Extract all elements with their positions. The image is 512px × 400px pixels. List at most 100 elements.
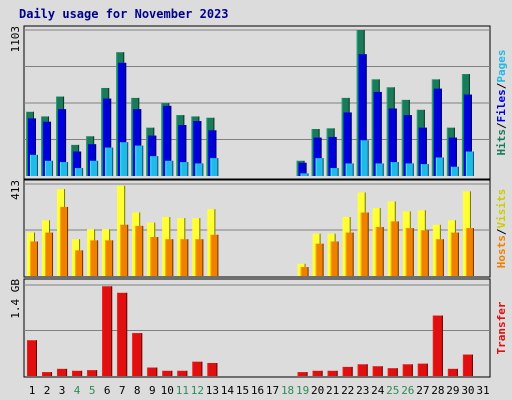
bar-hosts-23: [360, 212, 369, 276]
bar-transfer-8: [132, 333, 143, 376]
bar-transfer-3: [57, 368, 68, 376]
day-label: 10: [161, 384, 174, 397]
bar-hosts-22: [345, 232, 354, 276]
bar-pages-4: [75, 168, 84, 176]
bar-files-10: [163, 105, 172, 176]
bar-transfer-12: [192, 361, 203, 376]
day-label: 9: [149, 384, 156, 397]
day-label: 4: [74, 384, 81, 397]
bar-pages-13: [210, 158, 219, 176]
bar-hosts-27: [420, 230, 429, 276]
day-label: 19: [296, 384, 309, 397]
day-label: 15: [236, 384, 249, 397]
bar-pages-25: [390, 162, 399, 176]
bar-transfer-25: [387, 368, 398, 376]
bar-transfer-22: [342, 366, 353, 376]
bar-hosts-4: [75, 250, 84, 276]
bar-files-27: [418, 127, 427, 176]
day-label: 24: [371, 384, 385, 397]
day-label: 31: [476, 384, 489, 397]
day-label: 30: [461, 384, 474, 397]
bar-hosts-6: [105, 240, 114, 276]
label-part: Hits: [495, 129, 508, 156]
bar-files-3: [58, 109, 67, 176]
bar-hosts-30: [465, 228, 474, 276]
day-label: 7: [119, 384, 126, 397]
day-label: 25: [386, 384, 399, 397]
day-label: 13: [206, 384, 219, 397]
bar-hosts-13: [210, 234, 219, 276]
bar-hosts-25: [390, 221, 399, 276]
bar-pages-9: [150, 156, 159, 176]
label-part: Files: [495, 89, 508, 122]
bar-files-1: [28, 118, 36, 176]
y-max-label: 1103: [9, 26, 22, 53]
bar-files-6: [103, 98, 112, 176]
panel-transfer: [23, 278, 491, 378]
panel-label-hits-files-pages: Hits/Files/Pages: [495, 50, 508, 156]
bar-pages-6: [105, 147, 114, 176]
bar-pages-8: [135, 145, 144, 176]
bar-transfer-30: [462, 354, 473, 376]
bar-transfer-6: [102, 286, 113, 376]
bar-files-29: [448, 137, 457, 176]
bar-transfer-1: [27, 340, 37, 376]
bar-hosts-2: [45, 232, 54, 276]
label-part: /: [495, 82, 508, 89]
bar-hosts-1: [30, 241, 38, 276]
day-label: 17: [266, 384, 279, 397]
bar-files-2: [43, 121, 52, 176]
bar-pages-5: [90, 160, 99, 176]
bar-pages-12: [195, 163, 204, 176]
label-part: /: [495, 122, 508, 129]
bar-hosts-8: [135, 225, 144, 276]
bar-files-7: [118, 62, 127, 176]
bar-hosts-24: [375, 226, 384, 276]
bar-pages-23: [360, 140, 369, 176]
bar-pages-24: [375, 163, 384, 176]
bar-transfer-23: [357, 364, 368, 376]
bar-pages-28: [435, 157, 444, 176]
bar-files-12: [193, 121, 202, 176]
day-label: 3: [59, 384, 66, 397]
bar-pages-30: [465, 151, 474, 176]
day-label: 18: [281, 384, 294, 397]
bar-pages-20: [315, 158, 324, 176]
bar-files-25: [388, 108, 397, 176]
bar-pages-26: [405, 163, 414, 176]
bar-transfer-19: [297, 372, 308, 376]
bar-pages-2: [45, 160, 54, 176]
bar-hosts-28: [435, 239, 444, 276]
bar-hosts-9: [150, 237, 159, 276]
bar-files-28: [433, 88, 442, 176]
panel-label-visits-hosts: Hosts/Visits: [495, 189, 508, 269]
bar-hosts-11: [180, 239, 189, 276]
bar-files-4: [73, 151, 82, 176]
day-label: 16: [251, 384, 264, 397]
bar-hosts-7: [120, 224, 129, 276]
day-label: 12: [191, 384, 204, 397]
panel-label-transfer: Transfer: [495, 301, 508, 354]
day-label: 14: [221, 384, 235, 397]
bar-transfer-20: [312, 370, 323, 376]
label-part: Pages: [495, 50, 508, 83]
label-part: Hosts: [495, 235, 508, 268]
label-part: Visits: [495, 189, 508, 229]
label-part: /: [495, 228, 508, 235]
bar-files-21: [328, 136, 337, 176]
bar-hosts-20: [315, 243, 324, 276]
day-label: 28: [431, 384, 444, 397]
bar-files-20: [313, 137, 322, 176]
bar-transfer-7: [117, 292, 128, 376]
bar-pages-7: [120, 142, 129, 176]
bar-files-23: [358, 54, 367, 177]
bar-files-30: [463, 94, 472, 176]
bar-pages-3: [60, 162, 69, 176]
bar-transfer-26: [402, 364, 413, 376]
bar-hosts-12: [195, 239, 204, 276]
bar-files-26: [403, 115, 412, 176]
day-label: 29: [446, 384, 459, 397]
day-label: 8: [134, 384, 141, 397]
bar-hosts-21: [330, 241, 339, 276]
